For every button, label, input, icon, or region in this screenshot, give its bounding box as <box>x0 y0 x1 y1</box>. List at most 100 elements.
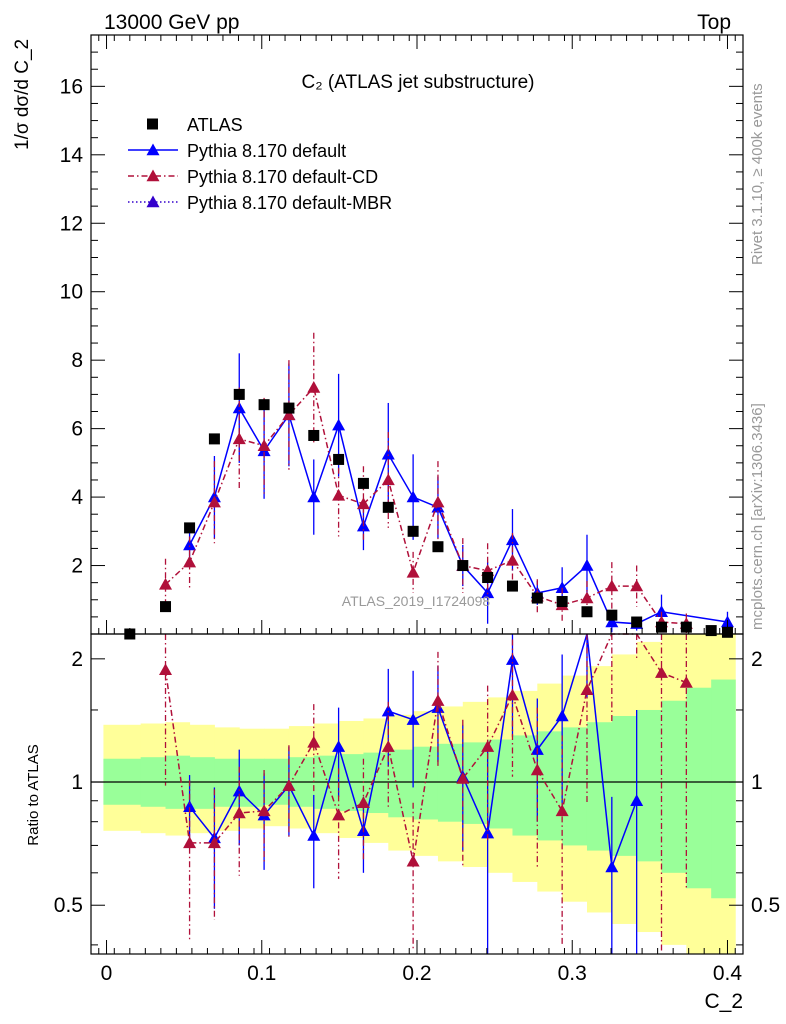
ratio-pythia-cd-marker <box>655 666 668 678</box>
header-right: Top <box>697 11 731 34</box>
pythia-cd-marker <box>431 495 445 508</box>
ratio-pythia-cd-marker <box>307 735 321 748</box>
atlas-data-point <box>208 433 220 445</box>
ratio-pythia-default-marker <box>381 704 395 717</box>
atlas-data-point <box>184 522 196 534</box>
pythia-default-marker <box>332 418 346 431</box>
ratio-pythia-default-marker <box>183 800 197 812</box>
atlas-data-point <box>333 453 345 465</box>
atlas-data-point <box>705 625 717 637</box>
atlas-data-point <box>581 606 593 618</box>
ratio-y-tick-label: 1 <box>71 771 83 794</box>
header-left: 13000 GeV pp <box>104 11 239 34</box>
pythia-cd-marker <box>381 473 395 486</box>
atlas-data-point <box>482 572 494 584</box>
pythia-cd-marker <box>580 591 594 604</box>
atlas-data-point <box>308 429 320 441</box>
atlas-data-point <box>556 595 568 607</box>
ratio-pythia-cd-marker <box>207 836 221 849</box>
ratio-pythia-cd-marker <box>406 854 420 867</box>
atlas-data-point <box>656 621 667 633</box>
pythia-cd-marker <box>605 579 619 592</box>
ratio-pythia-default-marker <box>406 713 420 725</box>
pythia-cd-marker <box>307 381 321 393</box>
atlas-data-point <box>283 402 295 414</box>
ratio-pythia-cd-marker <box>580 683 594 696</box>
main-y-tick-label: 16 <box>60 75 83 98</box>
ratio-pythia-cd-marker <box>257 804 271 817</box>
band-inner-bin <box>711 679 736 899</box>
atlas-data-point <box>407 525 419 537</box>
pythia-cd-marker <box>159 577 173 590</box>
rivet-side-label: Rivet 3.1.10, ≥ 400k events <box>749 83 766 265</box>
legend-marker <box>146 169 160 182</box>
legend-marker <box>146 143 160 156</box>
atlas-data-point <box>680 621 692 633</box>
pythia-default-marker <box>232 401 246 414</box>
ratio-pythia-default-marker <box>307 829 321 841</box>
main-panel-series <box>124 332 734 640</box>
main-title: C₂ (ATLAS jet substructure) <box>302 72 535 93</box>
atlas-data-point <box>506 580 518 592</box>
ratio-panel-series <box>159 633 693 954</box>
pythia-default-marker <box>605 615 619 628</box>
ratio-pythia-default-marker <box>605 860 619 873</box>
ratio-y-axis-label: Ratio to ATLAS <box>25 744 42 845</box>
pythia-cd-marker <box>505 553 519 566</box>
pythia-default-marker <box>555 581 569 593</box>
x-axis-label: C_2 <box>704 990 743 1013</box>
x-tick-label: 0.2 <box>402 962 431 985</box>
band-inner-bin <box>239 758 265 807</box>
atlas-data-point <box>382 501 394 513</box>
legend-label: Pythia 8.170 default-MBR <box>187 193 392 213</box>
pythia-default-marker <box>406 490 420 503</box>
band-inner-bin <box>636 709 662 862</box>
ratio-pythia-cd-marker <box>555 804 569 817</box>
ratio-pythia-cd-marker <box>431 694 445 706</box>
ratio-pythia-cd-marker <box>481 740 495 752</box>
ratio-pythia-cd-marker <box>456 772 470 784</box>
ratio-pythia-cd-marker <box>183 836 197 849</box>
ratio-y-tick-label-right: 2 <box>751 648 763 671</box>
atlas-data-point <box>233 388 245 400</box>
legend-label: Pythia 8.170 default <box>187 141 346 161</box>
legend-atlas-marker <box>147 118 158 130</box>
ratio-pythia-cd-marker <box>232 806 246 819</box>
ratio-pythia-default-marker <box>332 740 346 752</box>
legend-marker <box>146 195 160 208</box>
ratio-pythia-cd-marker <box>505 688 519 701</box>
pythia-cd-marker <box>257 439 271 451</box>
main-y-axis-label: 1/σ dσ/d C_2 <box>12 39 33 150</box>
x-tick-label: 0.1 <box>247 962 276 985</box>
band-inner-bin <box>661 700 687 873</box>
x-tick-label: 0 <box>101 962 113 985</box>
main-y-tick-label: 4 <box>71 486 83 509</box>
pythia-default-marker <box>381 447 395 460</box>
ratio-y-tick-label-right: 1 <box>751 771 763 794</box>
pythia-default-marker <box>481 586 495 599</box>
main-y-tick-label: 6 <box>71 418 83 441</box>
mcplots-side-label: mcplots.cern.ch [arXiv:1306.3436] <box>749 403 766 630</box>
main-y-tick-label: 14 <box>60 144 84 167</box>
atlas-data-point <box>531 592 543 604</box>
pythia-default-marker <box>655 605 668 617</box>
band-inner-bin <box>686 687 712 889</box>
ratio-pythia-cd-marker <box>332 808 346 821</box>
band-inner-bin <box>562 727 588 846</box>
pythia-cd-marker <box>356 497 370 510</box>
legend: ATLAS Pythia 8.170 default Pythia 8.170 de… <box>128 115 392 213</box>
band-inner-bin <box>537 731 563 841</box>
atlas-data-point <box>432 541 444 553</box>
pythia-cd-marker <box>232 432 246 445</box>
atlas-data-point <box>606 609 618 621</box>
pythia-cd-marker <box>183 555 197 568</box>
atlas-data-point <box>631 616 643 628</box>
x-tick-label: 0.4 <box>713 962 743 985</box>
ratio-y-tick-label: 2 <box>71 648 83 671</box>
ratio-pythia-default-marker <box>630 794 644 806</box>
band-inner-bin <box>388 749 414 818</box>
ratio-y-tick-label: 0.5 <box>54 894 83 917</box>
pythia-cd-marker <box>332 488 346 501</box>
legend-label: Pythia 8.170 default-CD <box>187 167 378 187</box>
